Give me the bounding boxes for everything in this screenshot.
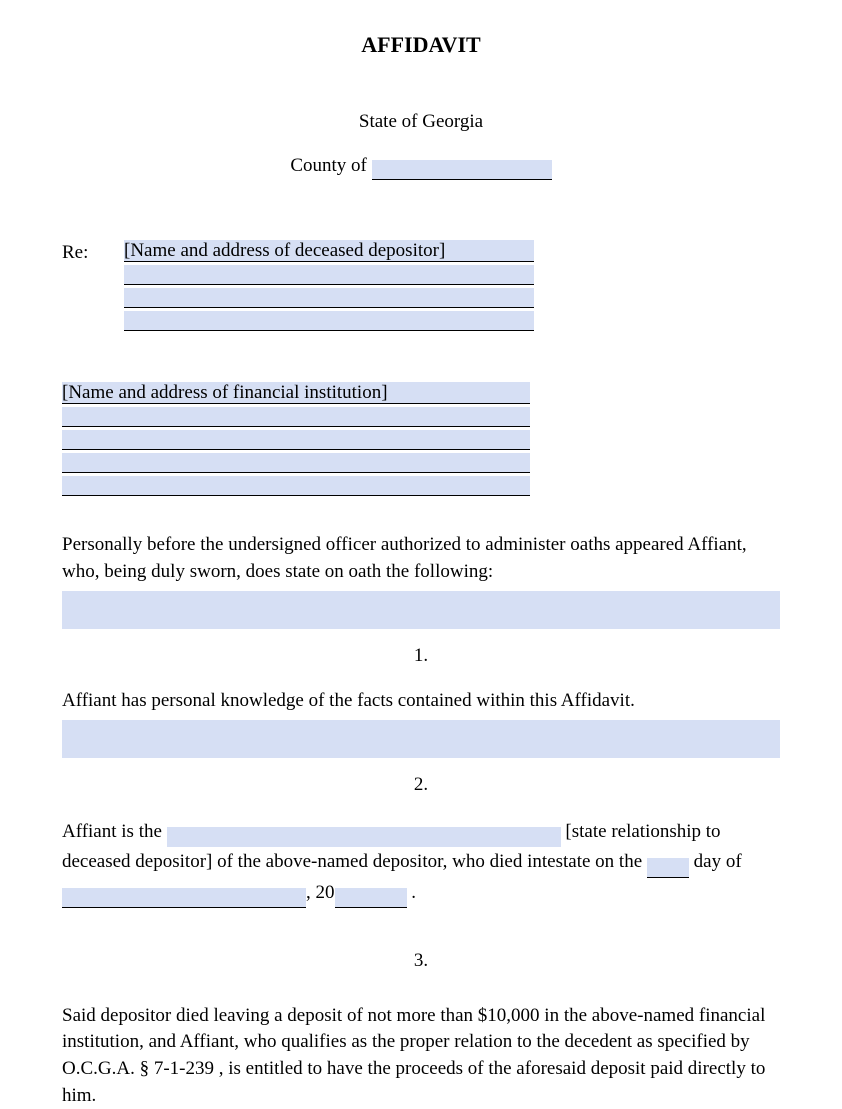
day-field[interactable] [647,858,689,878]
oath-text: Personally before the undersigned office… [62,532,780,585]
deceased-line-2[interactable] [124,265,534,285]
institution-line-5[interactable] [62,476,530,496]
institution-section: [Name and address of financial instituti… [62,382,780,496]
section-2-text: Affiant is the [state relationship to de… [62,817,780,908]
section-3-number: 3. [62,948,780,975]
state-line: State of Georgia [62,109,780,136]
affiant-is-label: Affiant is the [62,821,162,842]
oath-field[interactable] [62,591,780,629]
deceased-placeholder-line[interactable]: [Name and address of deceased depositor] [124,240,534,262]
section-3-text: Said depositor died leaving a deposit of… [62,1003,780,1109]
institution-line-4[interactable] [62,453,530,473]
institution-line-2[interactable] [62,407,530,427]
institution-placeholder-line[interactable]: [Name and address of financial instituti… [62,382,530,404]
day-of-label: day of [694,851,742,872]
county-field[interactable] [372,160,552,180]
relationship-field[interactable] [167,827,561,847]
deceased-fields: [Name and address of deceased depositor] [124,240,780,334]
section-2-number: 2. [62,772,780,799]
month-field[interactable] [62,888,306,908]
deceased-line-3[interactable] [124,288,534,308]
section-1-field[interactable] [62,720,780,758]
section-1-text: Affiant has personal knowledge of the fa… [62,688,780,715]
section-1-number: 1. [62,643,780,670]
comma-20-label: , 20 [306,882,335,903]
institution-line-3[interactable] [62,430,530,450]
year-field[interactable] [335,888,407,908]
deceased-line-4[interactable] [124,311,534,331]
re-label: Re: [62,240,124,334]
re-section: Re: [Name and address of deceased deposi… [62,240,780,334]
document-title: AFFIDAVIT [62,30,780,61]
county-label: County of [290,155,367,176]
period-label: . [411,882,416,903]
county-line: County of [62,153,780,180]
